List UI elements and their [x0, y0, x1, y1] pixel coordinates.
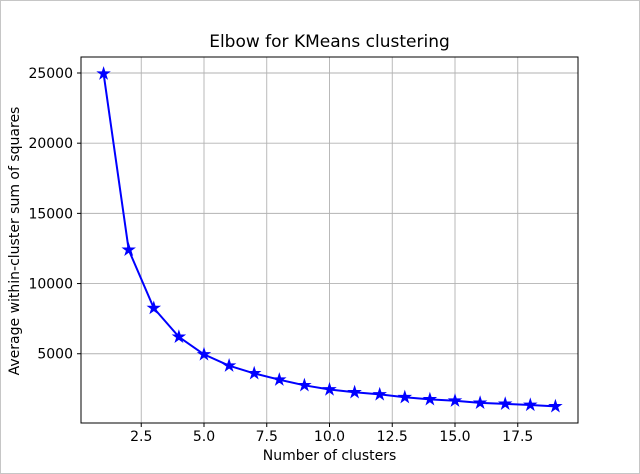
data-point-marker [221, 358, 237, 372]
y-axis-label: Average within-cluster sum of squares [7, 106, 23, 376]
data-point-marker [272, 372, 287, 386]
data-point-marker [523, 397, 538, 412]
data-point-marker [397, 389, 413, 404]
y-tick-label: 10000 [28, 277, 73, 293]
x-tick-label: 15.0 [439, 429, 470, 445]
x-tick-label: 17.5 [502, 429, 533, 445]
chart-title: Elbow for KMeans clustering [209, 32, 450, 52]
data-point-marker [347, 384, 362, 399]
x-tick-label: 2.5 [130, 429, 152, 445]
x-tick-label: 12.5 [377, 429, 408, 445]
x-tick-label: 10.0 [314, 429, 345, 445]
data-point-marker [422, 391, 438, 406]
data-point-marker [297, 377, 312, 392]
data-point-marker [322, 381, 337, 396]
y-tick-label: 5000 [37, 347, 73, 363]
data-point-marker [121, 242, 136, 257]
data-point-marker [372, 386, 387, 401]
data-point-marker [171, 329, 187, 344]
data-point-marker [146, 300, 162, 315]
data-point-marker [548, 398, 563, 413]
x-tick-label: 7.5 [256, 429, 278, 445]
y-tick-label: 20000 [28, 136, 73, 152]
data-point-marker [497, 396, 513, 411]
data-point-marker [96, 66, 111, 80]
x-axis-label: Number of clusters [262, 448, 397, 464]
x-tick-label: 5.0 [193, 429, 215, 445]
data-point-marker [246, 365, 262, 380]
data-point-marker [447, 393, 463, 407]
data-point-marker [196, 346, 212, 361]
data-point-marker [472, 395, 488, 410]
y-tick-label: 25000 [28, 66, 73, 82]
y-tick-label: 15000 [28, 206, 73, 222]
